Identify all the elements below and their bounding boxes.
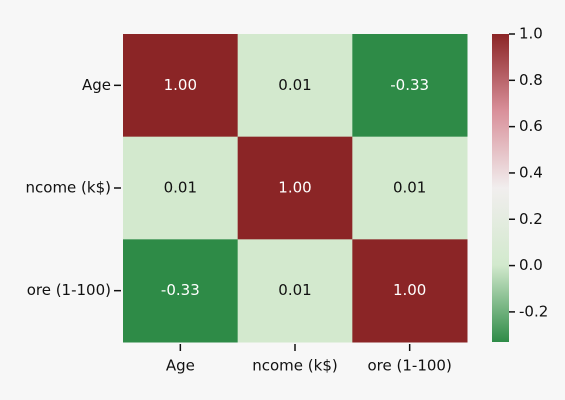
colorbar-tick-label: 0.8 — [519, 71, 543, 89]
cell-label: 1.00 — [278, 179, 311, 197]
colorbar-tick-label: -0.2 — [519, 302, 548, 320]
x-tick-label: ore (1-100) — [368, 357, 452, 375]
cell-label: -0.33 — [390, 76, 429, 94]
y-tick-label: ore (1-100) — [27, 281, 111, 299]
cell-label: -0.33 — [161, 281, 200, 299]
cell-label: 1.00 — [393, 281, 426, 299]
heatmap-cell — [237, 239, 353, 343]
y-tick-label: ncome (k$) — [26, 179, 111, 197]
cell-label: 1.00 — [164, 76, 197, 94]
colorbar-tick-label: 1.0 — [519, 25, 543, 43]
x-tick-label: Age — [166, 357, 195, 375]
x-tick-label: ncome (k$) — [252, 357, 337, 375]
heatmap-cell — [123, 34, 239, 138]
heatmap-cell — [123, 136, 239, 240]
cell-label: 0.01 — [393, 179, 426, 197]
heatmap-cell — [237, 136, 353, 240]
colorbar-tick-label: 0.6 — [519, 117, 543, 135]
y-tick-label: Age — [82, 76, 111, 94]
heatmap-cell — [123, 239, 239, 343]
colorbar — [492, 34, 509, 342]
heatmap-cell — [352, 136, 468, 240]
heatmap-cell — [352, 239, 468, 343]
colorbar-tick-label: 0.2 — [519, 210, 543, 228]
cell-label: 0.01 — [164, 179, 197, 197]
colorbar-tick-label: 0.4 — [519, 163, 543, 181]
colorbar-tick-label: 0.0 — [519, 256, 543, 274]
heatmap-cell — [352, 34, 468, 138]
cell-label: 0.01 — [278, 76, 311, 94]
heatmap-cell — [237, 34, 353, 138]
cell-label: 0.01 — [278, 281, 311, 299]
